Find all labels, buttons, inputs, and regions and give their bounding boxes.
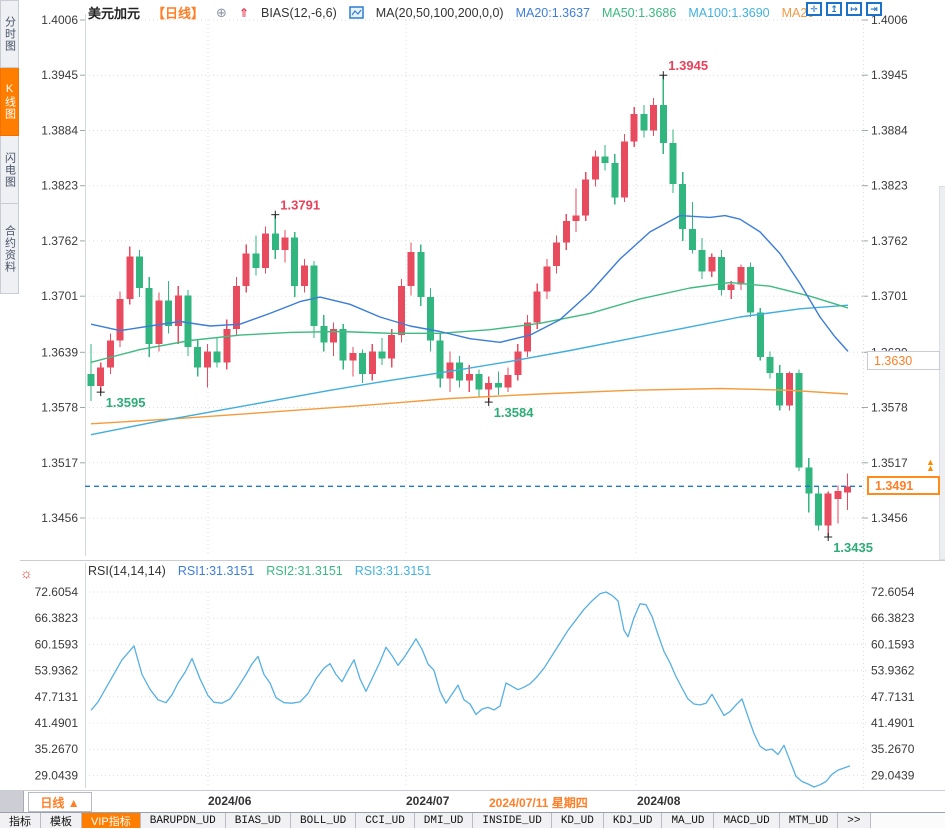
scale-vertical-icon[interactable]: ↥ <box>826 2 842 16</box>
svg-text:47.7131: 47.7131 <box>35 690 79 704</box>
svg-text:29.0439: 29.0439 <box>871 768 915 782</box>
candlestick-plot <box>88 75 852 537</box>
x-axis-row: 日线 ▲ 2024/06 2024/07 2024/07/11 星期四 2024/08 <box>0 790 945 812</box>
svg-text:53.9362: 53.9362 <box>35 664 79 678</box>
svg-text:35.2670: 35.2670 <box>871 742 915 756</box>
svg-text:47.7131: 47.7131 <box>871 690 915 704</box>
svg-text:1.3517: 1.3517 <box>871 456 908 470</box>
rsi1-value: RSI1:31.3151 <box>178 564 254 578</box>
svg-text:1.3578: 1.3578 <box>871 401 908 415</box>
price-up-marker-icon: ▲▲ <box>926 459 935 471</box>
month-label-4: 2024/08 <box>637 794 680 808</box>
svg-text:1.3595: 1.3595 <box>106 395 146 410</box>
svg-text:66.3823: 66.3823 <box>35 611 79 625</box>
indicator-tab-模板[interactable]: 模板 <box>41 813 82 828</box>
svg-text:41.4901: 41.4901 <box>871 716 915 730</box>
svg-text:41.4901: 41.4901 <box>35 716 79 730</box>
go-latest-icon[interactable]: ⇥ <box>866 2 882 16</box>
svg-text:1.3456: 1.3456 <box>871 511 908 525</box>
svg-text:66.3823: 66.3823 <box>871 611 915 625</box>
indicator-tab-barupdn-ud[interactable]: BARUPDN_UD <box>141 813 226 828</box>
svg-text:1.3762: 1.3762 <box>871 234 908 248</box>
up-arrow-icon: ⇑ <box>239 6 249 20</box>
indicator-tab--[interactable]: >> <box>838 813 870 828</box>
svg-text:1.3701: 1.3701 <box>871 289 908 303</box>
rsi2-value: RSI2:31.3151 <box>266 564 342 578</box>
svg-text:1.3584: 1.3584 <box>494 405 535 420</box>
indicator-tab-指标[interactable]: 指标 <box>0 813 41 828</box>
right-scrollbar[interactable] <box>939 186 945 560</box>
svg-text:1.3945: 1.3945 <box>41 68 78 82</box>
svg-text:60.1593: 60.1593 <box>871 637 915 651</box>
indicator-tab-kd-ud[interactable]: KD_UD <box>552 813 604 828</box>
svg-text:1.4006: 1.4006 <box>41 13 78 27</box>
svg-text:1.3884: 1.3884 <box>41 124 78 138</box>
period-selector[interactable]: 日线 ▲ <box>28 792 92 812</box>
ma200-axis-tag: 1.3630 <box>867 351 940 370</box>
ma-group-legend: MA(20,50,100,200,0,0) <box>376 6 504 20</box>
svg-text:1.3456: 1.3456 <box>41 511 78 525</box>
svg-text:1.3517: 1.3517 <box>41 456 78 470</box>
indicator-tab-dmi-ud[interactable]: DMI_UD <box>415 813 474 828</box>
last-price-tag: 1.3491 <box>867 476 940 495</box>
bias-legend: BIAS(12,-6,6) <box>261 6 337 20</box>
svg-text:35.2670: 35.2670 <box>35 742 79 756</box>
indicator-settings-icon[interactable]: ☼ <box>20 565 33 581</box>
sidebar-tab-1[interactable]: 分时图 <box>0 0 19 68</box>
pan-icon[interactable]: ✛ <box>806 2 822 16</box>
month-label-2: 2024/07 <box>406 794 449 808</box>
sidebar-tab-3[interactable]: 闪电图 <box>0 136 19 204</box>
indicator-tab-ma-ud[interactable]: MA_UD <box>662 813 714 828</box>
chart-icon <box>349 6 364 19</box>
svg-text:1.3701: 1.3701 <box>41 289 78 303</box>
chart-legend-bar: 美元加元 【日线】 ⊕ ⇑ BIAS(12,-6,6) MA(20,50,100… <box>88 3 814 22</box>
month-label-1: 2024/06 <box>208 794 251 808</box>
rsi-name: RSI(14,14,14) <box>88 564 166 578</box>
indicator-tab-boll-ud[interactable]: BOLL_UD <box>291 813 356 828</box>
svg-text:29.0439: 29.0439 <box>35 768 79 782</box>
chart-toolbar: ✛ ↥ ↦ ⇥ <box>806 2 882 16</box>
ma50-value: MA50:1.3686 <box>602 6 676 20</box>
indicator-tab-inside-ud[interactable]: INSIDE_UD <box>473 813 551 828</box>
svg-text:72.6054: 72.6054 <box>35 585 79 599</box>
svg-text:1.3435: 1.3435 <box>833 540 873 555</box>
sidebar-tab-2[interactable]: K线图 <box>0 68 19 136</box>
indicator-tab-bias-ud[interactable]: BIAS_UD <box>226 813 291 828</box>
add-indicator-icon[interactable]: ⊕ <box>216 5 227 21</box>
period-label: 【日线】 <box>152 3 204 22</box>
svg-text:1.3578: 1.3578 <box>41 401 78 415</box>
svg-text:60.1593: 60.1593 <box>35 637 79 651</box>
rsi3-value: RSI3:31.3151 <box>355 564 431 578</box>
ma20-value: MA20:1.3637 <box>516 6 590 20</box>
sidebar-tab-4[interactable]: 合约资料 <box>0 204 19 294</box>
symbol-name: 美元加元 <box>88 3 140 22</box>
bottom-corner-button[interactable] <box>0 791 24 812</box>
svg-text:1.3945: 1.3945 <box>871 68 908 82</box>
rsi-legend-bar: RSI(14,14,14) RSI1:31.3151 RSI2:31.3151 … <box>88 564 431 578</box>
svg-text:72.6054: 72.6054 <box>871 585 915 599</box>
svg-text:1.3823: 1.3823 <box>41 179 78 193</box>
tab-bar-filler <box>871 813 945 828</box>
rsi-line <box>91 592 850 787</box>
svg-text:1.3884: 1.3884 <box>871 124 908 138</box>
svg-text:1.3791: 1.3791 <box>280 198 320 213</box>
svg-text:1.3823: 1.3823 <box>871 179 908 193</box>
indicator-tab-mtm-ud[interactable]: MTM_UD <box>780 813 839 828</box>
indicator-tab-macd-ud[interactable]: MACD_UD <box>714 813 779 828</box>
scale-horizontal-icon[interactable]: ↦ <box>846 2 862 16</box>
svg-text:1.3945: 1.3945 <box>668 58 708 73</box>
svg-text:1.3762: 1.3762 <box>41 234 78 248</box>
svg-text:1.3639: 1.3639 <box>41 345 78 359</box>
ma100-value: MA100:1.3690 <box>688 6 769 20</box>
svg-text:53.9362: 53.9362 <box>871 664 915 678</box>
indicator-tab-cci-ud[interactable]: CCI_UD <box>356 813 415 828</box>
indicator-tab-vip指标[interactable]: VIP指标 <box>82 813 141 828</box>
indicator-tab-kdj-ud[interactable]: KDJ_UD <box>604 813 663 828</box>
crosshair-date-label: 2024/07/11 星期四 <box>489 794 588 811</box>
